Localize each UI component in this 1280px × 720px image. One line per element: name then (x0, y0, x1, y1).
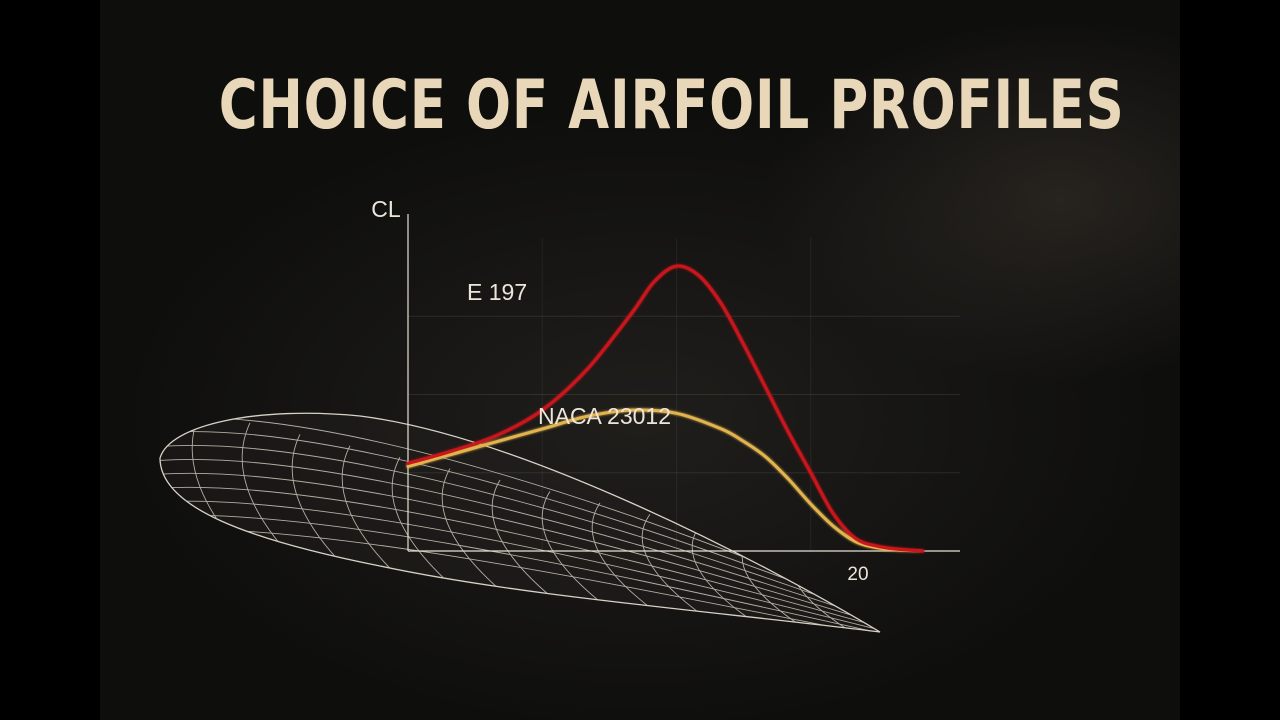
series-line-e197 (406, 264, 925, 553)
series-labels: E 197 NACA 23012 (467, 279, 671, 429)
series-lines (406, 264, 925, 553)
mesh-line (341, 445, 406, 584)
plot-area: CL 20 E 197 NACA 23012 (371, 196, 960, 585)
mesh-line (160, 431, 880, 623)
page-title: CHOICE OF AIRFOIL PROFILES (218, 66, 1125, 145)
mesh-line (441, 468, 506, 595)
gridlines (408, 238, 960, 551)
x-tick-labels: 20 (847, 564, 868, 585)
background-panel (100, 0, 1180, 720)
mesh-line (391, 456, 456, 589)
airfoil-body (159, 412, 881, 633)
series-label-e197: E 197 (467, 279, 527, 305)
mesh-line (491, 479, 556, 601)
mesh-line (160, 445, 880, 626)
mesh-line (541, 491, 606, 607)
mesh-line (160, 500, 880, 632)
series-label-naca-23012: NACA 23012 (538, 403, 671, 429)
series-line-naca-23012 (406, 408, 925, 553)
mesh-line (641, 514, 706, 618)
mesh-line (160, 458, 880, 628)
x-tick-label: 20 (847, 564, 868, 585)
mesh-line (160, 472, 880, 631)
mesh-line (160, 486, 880, 632)
y-axis-label: CL (371, 196, 401, 222)
mesh-line (691, 525, 756, 624)
